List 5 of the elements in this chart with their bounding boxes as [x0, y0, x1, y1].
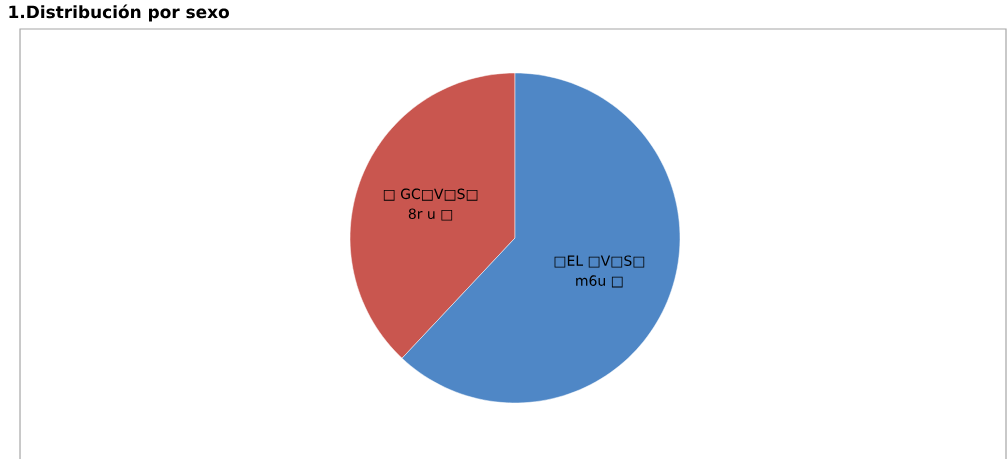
text: 8r u □ — [408, 208, 453, 221]
text: 1.Distribución por sexo — [9, 4, 229, 22]
slice-label: □EL □V□S□ — [554, 255, 645, 268]
text: m6u □ — [576, 275, 623, 288]
slice-label: □ GC□V□S□ — [383, 188, 478, 201]
